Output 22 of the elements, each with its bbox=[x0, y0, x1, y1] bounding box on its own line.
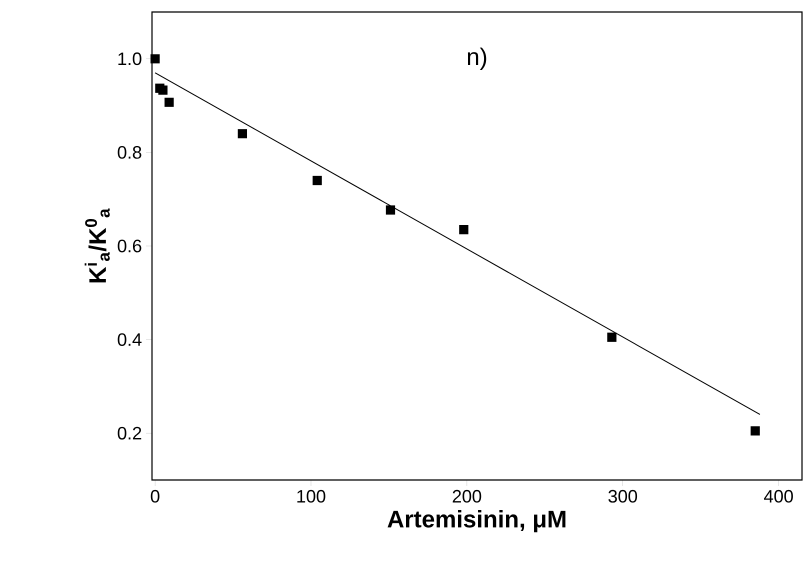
y-tick-label: 0.2 bbox=[118, 426, 142, 440]
point bbox=[607, 332, 616, 342]
x-tick-label: 200 bbox=[452, 490, 482, 503]
point bbox=[459, 225, 468, 234]
y-tick-label: 0.4 bbox=[118, 333, 142, 346]
y-axis-title: K$^{i}$$_{a}$/K$^{0}$a bbox=[84, 208, 110, 282]
x-tick-label: 100 bbox=[297, 490, 326, 503]
x-tick-label: 400 bbox=[764, 490, 793, 503]
y-tick-label: 1.0 bbox=[118, 52, 142, 66]
point bbox=[238, 129, 248, 138]
point bbox=[158, 86, 168, 95]
y-tick-label: 0.6 bbox=[118, 240, 142, 252]
point bbox=[386, 205, 396, 215]
point bbox=[150, 54, 160, 64]
point bbox=[750, 426, 760, 436]
annotation: n) bbox=[468, 48, 486, 70]
y-tick-label: 0.8 bbox=[118, 146, 142, 159]
x-tick-label: 0 bbox=[150, 490, 160, 503]
x-tick-label: 300 bbox=[608, 490, 638, 503]
x-axis-title: Artemisinin, μM bbox=[388, 510, 566, 532]
point bbox=[164, 98, 174, 107]
point bbox=[312, 176, 322, 186]
